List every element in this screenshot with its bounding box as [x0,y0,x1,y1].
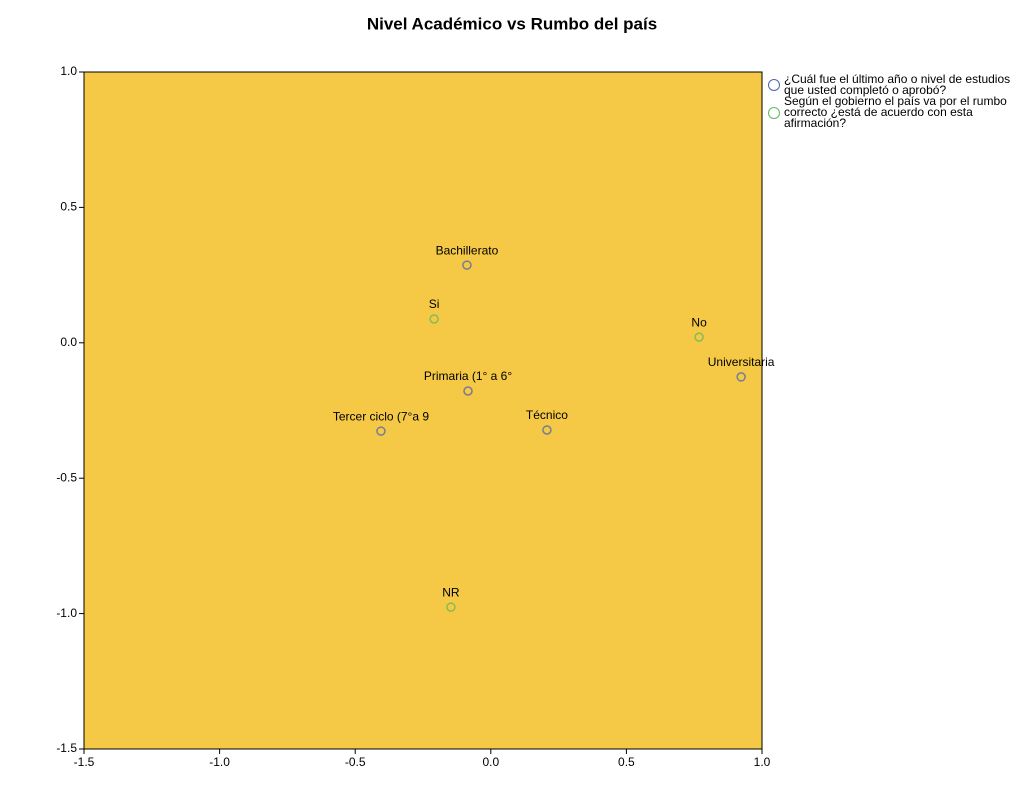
point-label: Tercer ciclo (7°a 9 [333,409,429,423]
point-label: Bachillerato [436,243,499,257]
x-tick-label: -1.0 [209,755,230,769]
point-label: Primaria (1° a 6° [424,369,512,383]
x-tick-label: -0.5 [345,755,366,769]
point [462,260,472,270]
legend-label: Según el gobierno el país va por el rumb… [784,94,1007,130]
point [376,426,386,436]
y-tick-label: -1.0 [56,606,77,620]
point-label: NR [442,585,460,599]
point [542,425,552,435]
y-tick-label: 1.0 [60,64,77,78]
point [736,372,746,382]
chart-title: Nivel Académico vs Rumbo del país [367,14,657,33]
plot-area [83,71,763,750]
x-tick-label: 0.5 [618,755,635,769]
point [446,602,456,612]
point [463,386,473,396]
point-label: Universitaria [708,355,775,369]
point [694,332,704,342]
y-tick-label: -0.5 [56,470,77,484]
legend-label: ¿Cuál fue el último año o nivel de estud… [784,72,1011,97]
y-tick-label: -1.5 [56,741,77,755]
point [429,314,439,324]
x-tick-label: 1.0 [754,755,771,769]
y-tick-label: 0.5 [60,200,77,214]
point-label: Si [429,297,440,311]
legend-marker [768,106,780,119]
legend-marker [768,79,780,91]
legend-item: ¿Cuál fue el último año o nivel de estud… [768,72,1018,97]
x-tick-label: -1.5 [74,755,95,769]
x-tick-label: 0.0 [482,755,499,769]
y-tick-label: 0.0 [60,335,77,349]
point-label: No [691,315,707,329]
legend-item: Según el gobierno el país va por el rumb… [768,94,1018,130]
legend: ¿Cuál fue el último año o nivel de estud… [768,72,1018,130]
point-label: Técnico [526,408,568,422]
